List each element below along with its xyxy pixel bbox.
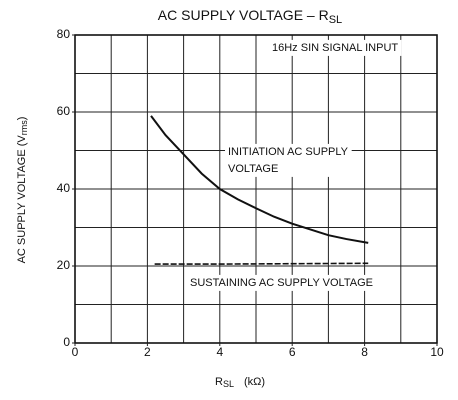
chart-title: AC SUPPLY VOLTAGE – RSL: [158, 7, 342, 26]
x-tick-label: 6: [289, 345, 296, 359]
annotation: 16Hz SIN SIGNAL INPUT: [269, 39, 402, 56]
y-tick-label: 20: [57, 258, 71, 272]
x-label-main: R: [215, 376, 223, 388]
y-axis-label: AC SUPPLY VOLTAGE (Vrms): [16, 117, 29, 264]
series-line: [150, 115, 369, 244]
x-label-unit: (kΩ): [244, 376, 265, 388]
y-tick-label: 80: [57, 27, 71, 41]
annotation-text: 16Hz SIN SIGNAL INPUT: [272, 42, 398, 54]
annotation-text: VOLTAGE: [228, 163, 278, 175]
x-tick-label: 10: [430, 345, 444, 359]
annotation-bg: [187, 274, 376, 291]
title-main: AC SUPPLY VOLTAGE – R: [158, 7, 329, 23]
y-label-sub: rms: [19, 120, 29, 135]
y-tick-label: 0: [63, 335, 70, 349]
y-label-main: AC SUPPLY VOLTAGE (V: [16, 135, 28, 264]
x-label-sub: SL: [223, 379, 234, 389]
annotation: INITIATION AC SUPPLY VOLTAGE: [225, 143, 352, 177]
annotation-bg: [269, 39, 402, 56]
annotation-text: SUSTAINING AC SUPPLY VOLTAGE: [190, 277, 373, 289]
x-tick-label: 0: [72, 345, 79, 359]
y-tick-label: 40: [57, 181, 71, 195]
x-tick-label: 8: [361, 345, 368, 359]
y-tick-label: 60: [57, 104, 71, 118]
y-label-close: ): [16, 117, 28, 121]
x-tick-label: 2: [144, 345, 151, 359]
series-line: [154, 262, 369, 265]
annotation-text: INITIATION AC SUPPLY: [228, 146, 349, 158]
annotation: SUSTAINING AC SUPPLY VOLTAGE: [187, 274, 376, 291]
annotation-bg: [225, 143, 352, 177]
x-axis-label: RSL (kΩ): [215, 376, 265, 389]
x-tick-label: 4: [216, 345, 223, 359]
title-sub: SL: [329, 14, 342, 26]
